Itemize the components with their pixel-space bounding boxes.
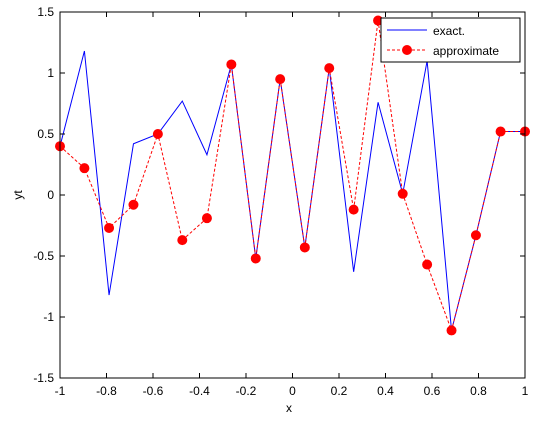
legend: exact. approximate (380, 17, 521, 63)
x-tick-label: -0.6 (143, 384, 164, 398)
legend-marker-approximate (402, 45, 412, 55)
x-tick-label: 0 (289, 384, 296, 398)
data-point (79, 163, 90, 174)
y-tick-label: -0.5 (33, 249, 54, 263)
y-tick-label: -1.5 (33, 371, 54, 385)
x-tick-label: 0.6 (424, 384, 441, 398)
legend-box (380, 17, 521, 63)
y-tick-label: 0 (47, 188, 54, 202)
x-tick-label: 0.4 (377, 384, 394, 398)
data-point (324, 63, 335, 74)
data-point (348, 204, 359, 215)
plot-area (60, 12, 525, 378)
data-point (201, 213, 212, 224)
data-point (397, 188, 408, 199)
ticks-layer (59, 11, 526, 379)
y-tick-label: 1.5 (37, 5, 54, 19)
data-point (104, 222, 115, 233)
y-tick-label: 0.5 (37, 127, 54, 141)
y-tick-label: 1 (47, 66, 54, 80)
legend-label-approximate: approximate (433, 44, 499, 58)
legend-label-exact: exact. (433, 24, 465, 38)
data-point (275, 74, 286, 85)
tick-labels-layer: -1 -0.8 -0.6 -0.4 -0.2 0 0.2 0.4 0.6 0.8 1-1.5-1-0… (33, 5, 528, 398)
data-point (422, 259, 433, 270)
data-point (446, 325, 457, 336)
x-tick-label: 1 (522, 384, 529, 398)
x-tick-label: -0.8 (96, 384, 117, 398)
x-tick-label: -1 (55, 384, 66, 398)
series-line-approximate (59, 20, 525, 333)
data-point (299, 242, 310, 253)
x-tick-label: 0.8 (470, 384, 487, 398)
data-point (128, 199, 139, 210)
data-point (152, 129, 163, 139)
x-tick-label: -0.4 (189, 384, 210, 398)
data-point (177, 235, 188, 246)
x-tick-label: -0.2 (236, 384, 257, 398)
y-axis-label: yt (11, 190, 25, 200)
x-tick-label: 0.2 (331, 384, 348, 398)
data-point (495, 126, 506, 137)
data-point (250, 253, 261, 264)
y-tick-label: -1 (43, 310, 54, 324)
x-axis-label: x (286, 401, 292, 415)
data-point (226, 59, 237, 70)
series-layer (55, 15, 530, 336)
data-point (470, 230, 481, 241)
